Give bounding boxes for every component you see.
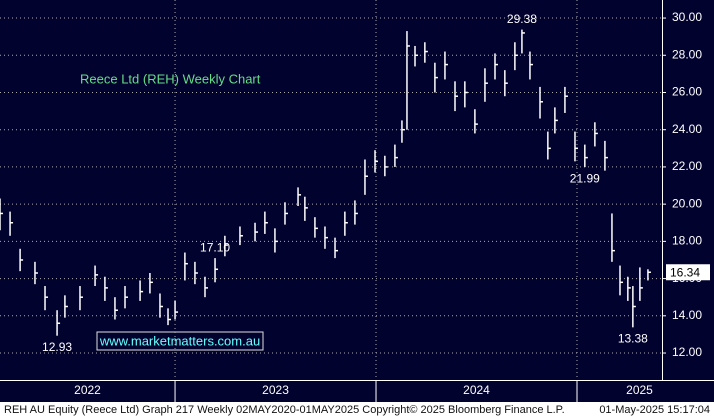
y-tick-label: 18.00 xyxy=(672,234,702,248)
annotation: 13.38 xyxy=(618,332,648,346)
annotation: 21.99 xyxy=(570,171,600,185)
y-tick-label: 14.00 xyxy=(672,308,702,322)
x-tick-label: 2024 xyxy=(463,383,490,397)
x-tick-label: 2023 xyxy=(262,383,289,397)
x-tick-label: 2022 xyxy=(74,383,101,397)
y-tick-label: 28.00 xyxy=(672,47,702,61)
annotation: 29.38 xyxy=(507,12,537,26)
watermark: www.marketmatters.com.au xyxy=(99,333,260,348)
y-tick-label: 12.00 xyxy=(672,345,702,359)
last-price-label: 16.34 xyxy=(670,265,700,279)
footer-left: REH AU Equity (Reece Ltd) Graph 217 Week… xyxy=(4,404,565,416)
watermark-box xyxy=(96,331,264,351)
y-tick-label: 26.00 xyxy=(672,85,702,99)
y-tick-label: 22.00 xyxy=(672,159,702,173)
last-price-box xyxy=(666,264,710,281)
annotation: 12.93 xyxy=(42,340,72,354)
chart-title: Reece Ltd (REH) Weekly Chart xyxy=(80,71,261,86)
annotation: 17.10 xyxy=(200,240,230,254)
y-tick-label: 30.00 xyxy=(672,10,702,24)
y-tick-label: 24.00 xyxy=(672,122,702,136)
footer-right: 01-May-2025 15:17:04 xyxy=(599,404,710,416)
x-tick-label: 2025 xyxy=(626,383,653,397)
y-tick-label: 20.00 xyxy=(672,196,702,210)
chart-background xyxy=(0,0,714,402)
